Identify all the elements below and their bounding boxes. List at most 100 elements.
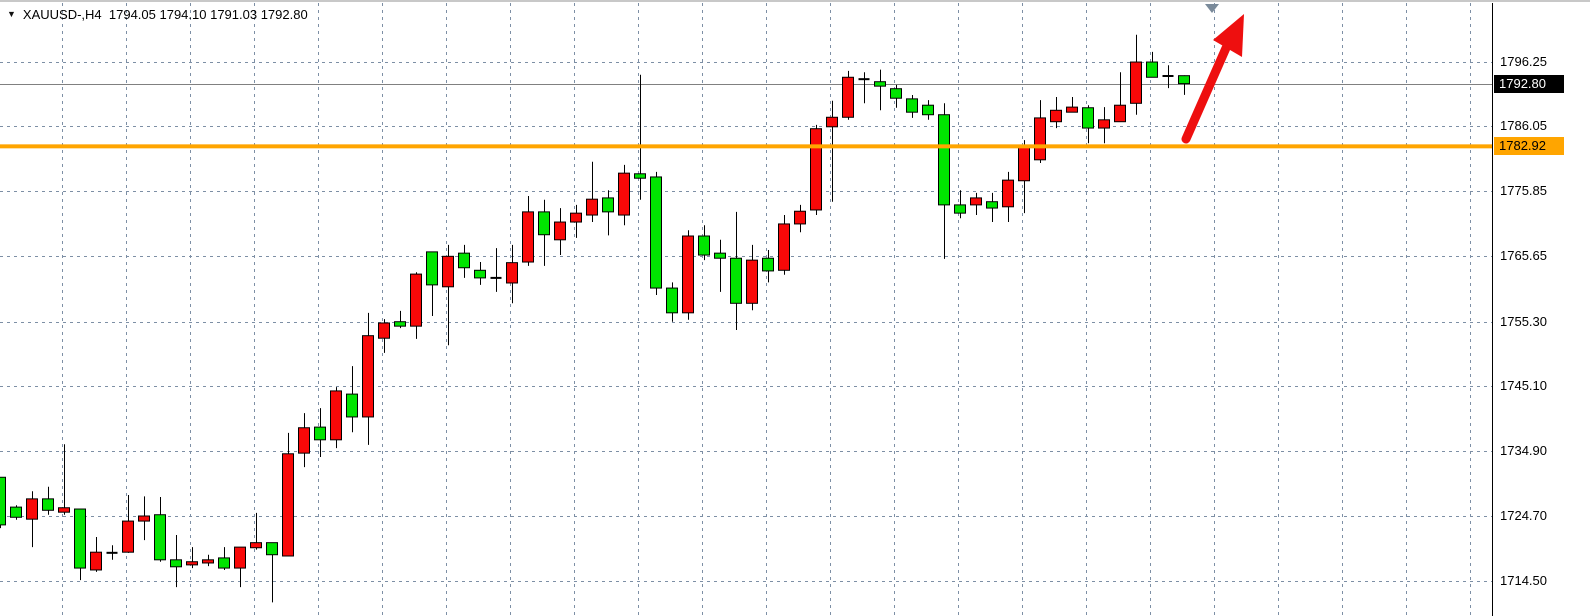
candle: [538, 199, 550, 266]
candle-body: [0, 476, 6, 526]
horizontal-support-line[interactable]: [0, 144, 1492, 149]
candle: [746, 244, 758, 311]
candle: [1034, 100, 1046, 163]
horizontal-line-price-label: 1782.92: [1494, 137, 1564, 156]
candle-body: [906, 98, 918, 113]
candle: [458, 244, 470, 278]
candle: [1082, 105, 1094, 144]
candle-body: [1002, 179, 1014, 208]
candle-body: [762, 257, 774, 272]
candle: [1114, 72, 1126, 123]
candle: [250, 512, 262, 550]
candle: [602, 190, 614, 236]
candle-body: [874, 81, 886, 87]
candle: [442, 244, 454, 346]
price-tick-label: 1745.10: [1500, 378, 1547, 394]
candle-body: [1050, 109, 1062, 123]
candle-body: [1130, 61, 1142, 104]
candle: [138, 496, 150, 541]
candle: [1050, 96, 1062, 129]
chart-position-marker-icon: [1205, 4, 1219, 13]
candle-body: [218, 557, 230, 569]
trend-arrow[interactable]: [1181, 14, 1244, 144]
candle-body: [810, 128, 822, 211]
candle: [154, 496, 166, 562]
price-tick-label: 1775.85: [1500, 183, 1547, 199]
price-tick-label: 1796.25: [1500, 53, 1547, 69]
candle-body: [954, 204, 966, 214]
candle-body: [314, 426, 326, 441]
candle-body: [1066, 106, 1078, 113]
candle-body: [778, 223, 790, 271]
price-tick-label: 1724.70: [1500, 508, 1547, 523]
candle: [186, 547, 198, 569]
candle-body: [634, 173, 646, 179]
candle: [1162, 65, 1174, 89]
candle: [714, 239, 726, 292]
candle: [202, 554, 214, 567]
candle: [618, 164, 630, 226]
candle: [58, 444, 70, 515]
candle-body: [650, 176, 662, 289]
candle-body: [1178, 75, 1190, 85]
candle-body: [698, 235, 710, 256]
candle: [298, 413, 310, 468]
candle-body: [986, 201, 998, 209]
candle-body: [714, 252, 726, 259]
candle-body: [266, 542, 278, 556]
candle-body: [186, 561, 198, 566]
candle-body: [58, 507, 70, 513]
price-tick-label: 1755.30: [1500, 313, 1547, 329]
candle: [1018, 140, 1030, 214]
candle-body: [554, 221, 566, 241]
price-tick-label: 1734.90: [1500, 443, 1547, 459]
candle: [474, 262, 486, 285]
candle: [522, 196, 534, 266]
candle-body: [890, 88, 902, 99]
candle: [794, 204, 806, 233]
candle: [586, 161, 598, 223]
candle: [762, 249, 774, 283]
candle-body: [538, 211, 550, 236]
candle: [970, 192, 982, 216]
candle-body: [842, 76, 854, 118]
candle-doji-body: [490, 276, 502, 279]
candle: [1066, 96, 1078, 113]
candle: [922, 100, 934, 120]
candle: [554, 208, 566, 256]
candle: [0, 476, 6, 529]
candle: [314, 408, 326, 457]
candle-body: [282, 453, 294, 557]
candle-body: [170, 559, 182, 568]
grid: [0, 3, 1492, 616]
price-axis[interactable]: 1796.25 1786.05 1775.85 1765.65 1755.30 1745.…: [1492, 3, 1590, 616]
candle: [26, 491, 38, 548]
candle: [170, 535, 182, 588]
candle: [106, 545, 118, 560]
candle: [10, 505, 22, 520]
candle-body: [682, 235, 694, 314]
candle-body: [346, 393, 358, 418]
candle: [122, 495, 134, 553]
candle: [858, 72, 870, 104]
candle: [74, 508, 86, 581]
candle-body: [970, 197, 982, 206]
candle-body: [458, 252, 470, 269]
candle: [506, 244, 518, 304]
candle: [666, 282, 678, 322]
candle: [810, 124, 822, 216]
candle-body: [10, 506, 22, 518]
candle-doji-body: [106, 551, 118, 554]
candle: [634, 74, 646, 200]
candle-body: [42, 498, 54, 511]
candle-body: [250, 542, 262, 549]
candle: [42, 486, 54, 515]
candle-body: [90, 551, 102, 571]
candle-body: [522, 211, 534, 263]
candle-body: [922, 104, 934, 116]
candle-body: [298, 427, 310, 454]
candle-body: [826, 116, 838, 128]
candle: [938, 103, 950, 259]
chart-title: ▼ XAUUSD-,H4 1794.05 1794.10 1791.03 179…: [7, 7, 308, 22]
